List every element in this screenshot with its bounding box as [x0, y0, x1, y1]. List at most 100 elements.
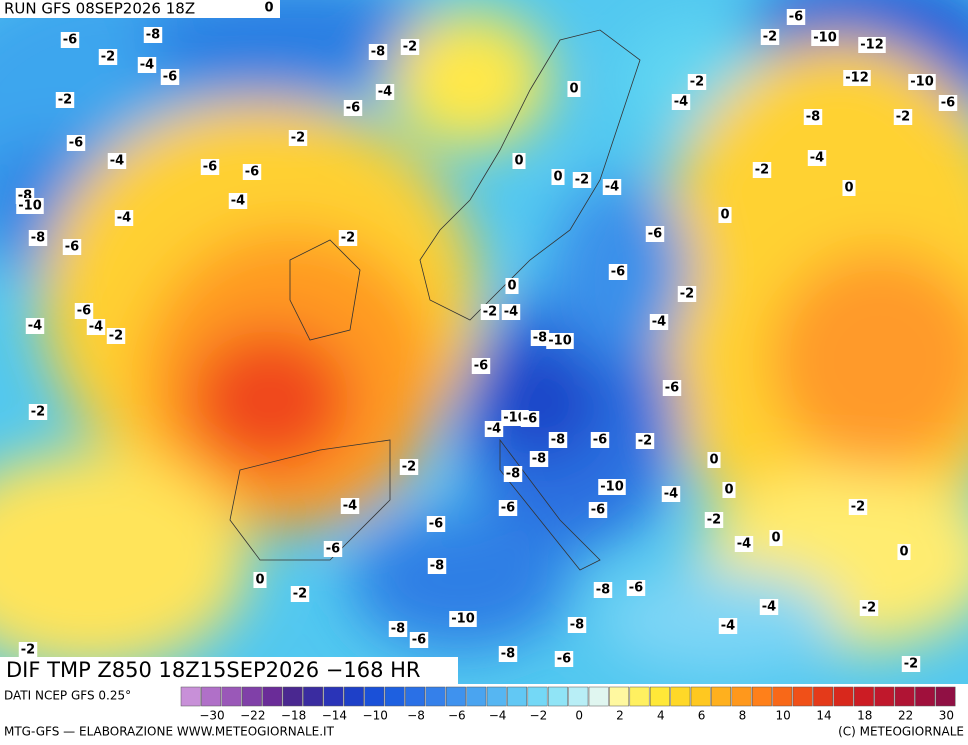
- contour-label: -8: [506, 467, 520, 482]
- scale-swatch: [445, 686, 466, 707]
- scale-swatch: [343, 686, 364, 707]
- data-source: DATI NCEP GFS 0.25°: [4, 689, 131, 703]
- contour-label-bg: [16, 198, 44, 214]
- contour-label-bg: [718, 207, 732, 223]
- scale-tick-label: 4: [657, 709, 665, 723]
- scale-swatch: [466, 686, 487, 707]
- contour-label-bg: [769, 530, 783, 546]
- scale-swatch: [568, 686, 589, 707]
- scale-swatch: [547, 686, 568, 707]
- contour-label-bg: [760, 29, 780, 45]
- contour-label: -6: [69, 136, 83, 151]
- contour-label-bg: [803, 109, 823, 125]
- contour-label-bg: [811, 30, 839, 46]
- contour-label-bg: [707, 452, 721, 468]
- contour-label: -10: [451, 612, 475, 627]
- contour-label-bg: [505, 278, 519, 294]
- contour-label-bg: [86, 319, 106, 335]
- scale-swatch: [813, 686, 834, 707]
- contour-label: -4: [343, 499, 357, 514]
- contour-label-bg: [759, 599, 779, 615]
- contour-label: 0: [255, 573, 264, 588]
- contour-label-bg: [858, 37, 886, 53]
- contour-label-bg: [338, 230, 358, 246]
- scale-swatch: [282, 686, 303, 707]
- scale-tick-label: 18: [857, 709, 872, 723]
- contour-label-bg: [74, 303, 94, 319]
- contour-label-bg: [722, 482, 736, 498]
- contour-label-bg: [938, 95, 958, 111]
- contour-label: 0: [720, 208, 729, 223]
- contour-label: -10: [548, 334, 572, 349]
- contour-label-bg: [786, 9, 806, 25]
- contour-label-bg: [602, 179, 622, 195]
- scale-tick-label: −18: [281, 709, 306, 723]
- contour-label-bg: [343, 100, 363, 116]
- contour-label-bg: [288, 130, 308, 146]
- contour-label: -4: [664, 487, 678, 502]
- contour-label-bg: [262, 0, 276, 16]
- scale-swatch: [690, 686, 711, 707]
- scale-swatch: [792, 686, 813, 707]
- contour-label: -12: [860, 38, 884, 53]
- contour-label-bg: [626, 580, 646, 596]
- contour-label-bg: [520, 411, 540, 427]
- scale-tick-label: 22: [898, 709, 913, 723]
- contour-label: -6: [203, 160, 217, 175]
- scale-swatch: [303, 686, 324, 707]
- contour-label-bg: [662, 380, 682, 396]
- scale-swatch: [609, 686, 630, 707]
- contour-label: -2: [707, 513, 721, 528]
- contour-label: -4: [504, 305, 518, 320]
- contour-label: -8: [501, 647, 515, 662]
- contour-label-bg: [375, 84, 395, 100]
- contour-label: -2: [483, 305, 497, 320]
- contour-label: -2: [896, 110, 910, 125]
- contour-label: -4: [117, 211, 131, 226]
- contour-label: -4: [605, 180, 619, 195]
- contour-label: -2: [680, 287, 694, 302]
- contour-label-bg: [649, 314, 669, 330]
- contour-label: -2: [21, 643, 35, 658]
- contour-label: -6: [593, 433, 607, 448]
- contour-label: -4: [762, 600, 776, 615]
- contour-label: -2: [293, 587, 307, 602]
- contour-label: -6: [501, 501, 515, 516]
- contour-label: -2: [58, 93, 72, 108]
- contour-label-bg: [18, 642, 38, 658]
- contour-label: -6: [65, 240, 79, 255]
- contour-label: -8: [551, 433, 565, 448]
- contour-label-bg: [449, 611, 477, 627]
- contour-label: -6: [789, 10, 803, 25]
- contour-label: 0: [724, 483, 733, 498]
- contour-label-bg: [551, 169, 565, 185]
- contour-label-bg: [200, 159, 220, 175]
- contour-label: -8: [532, 452, 546, 467]
- scale-swatch: [425, 686, 446, 707]
- scale-tick-label: 8: [739, 709, 747, 723]
- contour-label-bg: [28, 230, 48, 246]
- map-field: [0, 0, 968, 684]
- contour-label: -8: [533, 331, 547, 346]
- scale-tick-label: −14: [322, 709, 347, 723]
- contour-label: -8: [31, 231, 45, 246]
- contour-label: -4: [721, 619, 735, 634]
- scale-swatch: [323, 686, 344, 707]
- contour-label: -6: [474, 359, 488, 374]
- contour-label-bg: [588, 502, 608, 518]
- contour-label-bg: [60, 32, 80, 48]
- contour-label-bg: [503, 466, 523, 482]
- contour-label-bg: [323, 541, 343, 557]
- contour-label: -8: [371, 45, 385, 60]
- contour-label-bg: [106, 328, 126, 344]
- scale-swatch: [364, 686, 385, 707]
- contour-label: 0: [507, 279, 516, 294]
- scale-swatch: [221, 686, 242, 707]
- scale-swatch: [629, 686, 650, 707]
- contour-label: -4: [674, 95, 688, 110]
- contour-label: -6: [665, 381, 679, 396]
- contour-label: -2: [575, 173, 589, 188]
- contour-label-bg: [480, 304, 500, 320]
- contour-label-bg: [137, 57, 157, 73]
- contour-label-bg: [842, 180, 856, 196]
